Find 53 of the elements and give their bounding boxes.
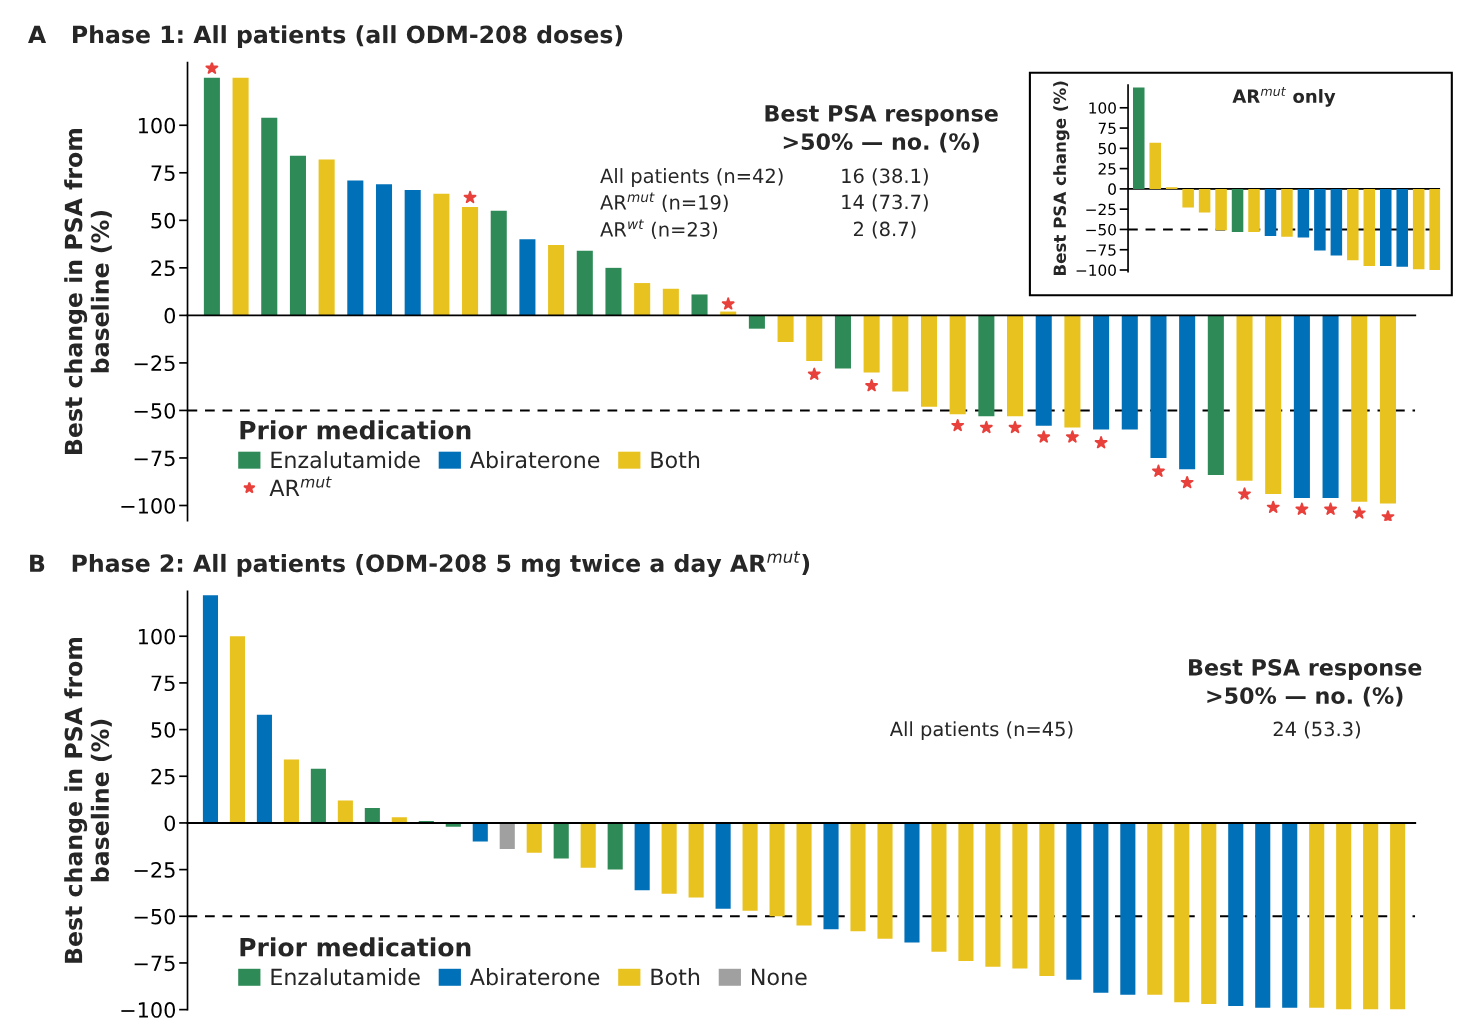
chart-title: B Phase 2: All patients (ODM-208 5 mg twice a day AR$^{mut}$) xyxy=(30,551,810,577)
y-tick-label: 75 xyxy=(151,165,175,181)
y-tick-label: −25 xyxy=(1086,203,1116,216)
y-tick-label: −50 xyxy=(134,908,176,925)
chart-title: A Phase 1: All patients (all ODM-208 doses) xyxy=(28,25,623,48)
y-axis-title: Best change in PSA from baseline (%) xyxy=(64,637,112,963)
y-tick-label: −75 xyxy=(134,450,175,467)
annotation: AR$^{mut}$ (n=19) xyxy=(600,192,728,212)
legend-label: Enzalutamide xyxy=(271,968,420,986)
y-tick-label: 50 xyxy=(151,212,176,229)
y-tick-label: 75 xyxy=(151,675,175,692)
annotation: 16 (38.1) xyxy=(842,168,928,186)
annotation: All patients (n=42) xyxy=(600,168,783,187)
y-tick-label: −75 xyxy=(1086,244,1116,256)
y-tick-label: 50 xyxy=(151,722,176,738)
y-tick-label: 0 xyxy=(1108,183,1116,195)
y-tick-label: 75 xyxy=(1098,122,1116,135)
y-tick-label: −75 xyxy=(134,955,175,972)
y-tick-label: −100 xyxy=(121,1002,176,1018)
annotation: AR$^{wt}$ (n=23) xyxy=(600,219,718,239)
legend-label: Abiraterone xyxy=(469,451,600,469)
legend-label: Both xyxy=(651,968,700,986)
annotation: Best PSA response >50% — no. (%) xyxy=(765,104,998,153)
legend-title: Prior medication xyxy=(240,937,471,957)
y-tick-label: 25 xyxy=(151,768,175,785)
chart-title: AR$^{mut}$ only xyxy=(1232,86,1336,107)
y-tick-label: 100 xyxy=(138,117,176,134)
y-tick-label: 25 xyxy=(151,260,175,277)
legend-label: None xyxy=(752,968,807,986)
y-tick-label: 100 xyxy=(1089,102,1116,114)
y-tick-label: −25 xyxy=(134,355,175,372)
y-tick-label: 0 xyxy=(164,307,176,324)
annotation: All patients (n=45) xyxy=(889,721,1073,741)
annotation: 14 (73.7) xyxy=(842,194,928,212)
legend-label: Both xyxy=(651,451,700,469)
y-tick-label: −25 xyxy=(134,862,175,878)
y-tick-label: −50 xyxy=(1086,223,1116,236)
annotation: 24 (53.3) xyxy=(1273,721,1360,739)
legend-label: Enzalutamide xyxy=(271,451,420,469)
y-tick-label: 25 xyxy=(1098,163,1116,175)
y-axis-title: Best change in PSA from baseline (%) xyxy=(64,129,112,454)
annotation: Best PSA response >50% — no. (%) xyxy=(1189,658,1422,707)
y-axis-title: Best PSA change (%) xyxy=(1053,81,1070,276)
y-tick-label: −50 xyxy=(134,402,176,419)
legend-label: Abiraterone xyxy=(469,968,600,986)
y-tick-label: 50 xyxy=(1098,142,1116,155)
y-tick-label: −100 xyxy=(1076,264,1116,277)
legend-title: Prior medication xyxy=(240,420,471,440)
annotation: 2 (8.7) xyxy=(853,221,916,239)
legend-label: AR$^{mut}$ xyxy=(269,476,332,496)
y-tick-label: 0 xyxy=(164,815,176,832)
y-tick-label: −100 xyxy=(121,497,176,514)
y-tick-label: 100 xyxy=(138,628,176,645)
